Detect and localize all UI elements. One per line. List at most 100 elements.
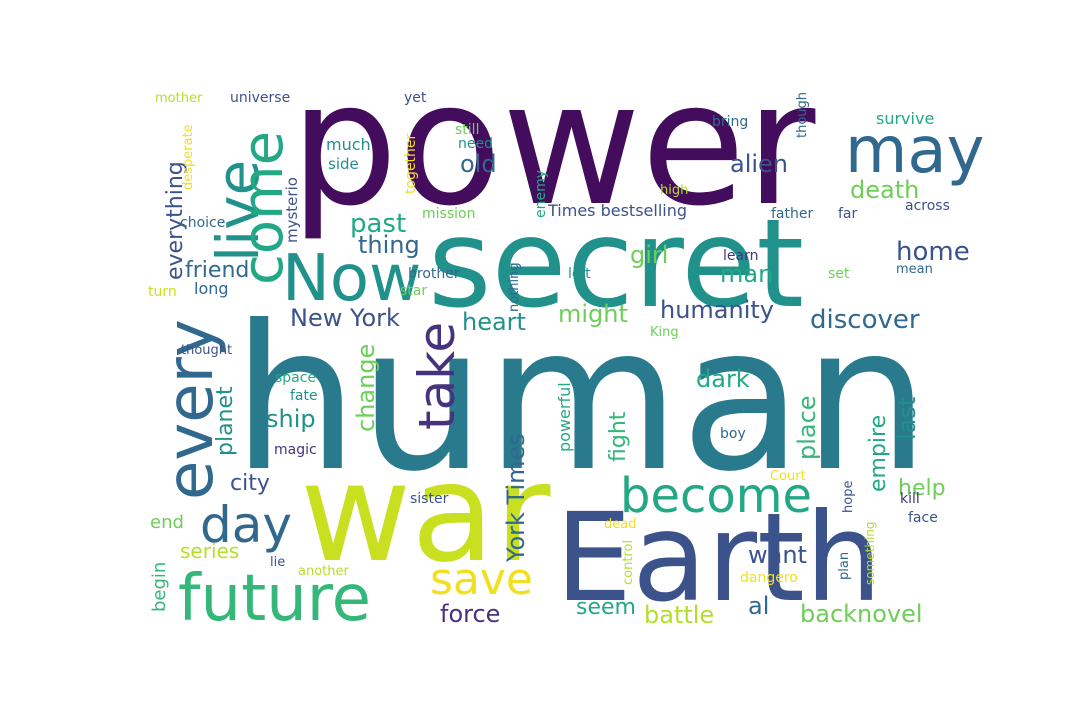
word-high: high: [660, 183, 688, 198]
word-dangero: dangero: [740, 570, 798, 586]
word-girl: girl: [630, 241, 668, 269]
word-mother: mother: [155, 91, 203, 106]
word-death: death: [850, 176, 919, 204]
word-ship: ship: [266, 405, 316, 433]
word-city: city: [230, 471, 270, 496]
word-new-york: New York: [290, 304, 400, 332]
word-powerful: powerful: [555, 382, 574, 452]
word-alien: alien: [730, 150, 788, 178]
word-plan: plan: [837, 552, 852, 580]
word-brother: brother: [408, 266, 460, 282]
word-times-bestselling: Times bestselling: [547, 201, 687, 220]
word-might: might: [558, 300, 628, 328]
word-backnovel: backnovel: [800, 600, 923, 628]
word-side: side: [328, 155, 359, 173]
word-day: day: [200, 496, 292, 554]
word-far: far: [838, 206, 858, 222]
word-earth: Earth: [555, 487, 882, 629]
word-end: end: [150, 512, 184, 533]
word-kill: kill: [900, 491, 920, 507]
word-need: need: [458, 136, 493, 152]
word-mysterio: mysterio: [283, 177, 301, 243]
word-survive: survive: [876, 109, 934, 128]
word-across: across: [905, 198, 950, 214]
word-boy: boy: [720, 426, 746, 442]
word-take: take: [408, 322, 466, 430]
word-help: help: [898, 476, 946, 501]
word-face: face: [908, 510, 938, 526]
word-planet: planet: [213, 386, 238, 456]
word-sister: sister: [410, 491, 449, 507]
word-place: place: [793, 395, 821, 460]
word-set: set: [828, 266, 850, 282]
word-star: star: [400, 283, 427, 299]
word-enemy: enemy: [533, 170, 549, 218]
word-thought: thought: [181, 343, 232, 358]
word-court: Court: [770, 469, 806, 484]
word-choice: choice: [180, 215, 225, 231]
word-come: come: [231, 131, 296, 285]
word-past: past: [350, 209, 406, 239]
word-much: much: [326, 135, 371, 154]
word-force: force: [440, 600, 500, 628]
word-empire: empire: [866, 415, 891, 492]
word-father: father: [771, 206, 813, 222]
word-seem: seem: [576, 595, 636, 620]
word-discover: discover: [810, 305, 920, 335]
word-left: left: [568, 266, 591, 282]
word-war: war: [300, 435, 551, 593]
word-desperate: desperate: [181, 124, 196, 190]
word-now: Now: [282, 242, 421, 316]
word-become: become: [620, 468, 812, 524]
word-dead: dead: [604, 517, 636, 532]
word-king: King: [650, 325, 679, 340]
word-everything: everything: [163, 161, 188, 280]
word-humanity: humanity: [660, 296, 774, 324]
word-thing: thing: [358, 231, 420, 259]
word-mission: mission: [422, 206, 475, 222]
word-begin: begin: [149, 562, 170, 612]
word-live: live: [204, 160, 272, 262]
word-old: old: [460, 150, 497, 178]
word-nothing: nothing: [507, 262, 522, 312]
word-hope: hope: [841, 481, 856, 513]
word-turn: turn: [148, 284, 177, 300]
word-want: want: [748, 541, 807, 569]
word-save: save: [430, 554, 533, 605]
word-fate: fate: [290, 388, 318, 404]
word-battle: battle: [644, 601, 714, 629]
word-lie: lie: [270, 555, 285, 570]
word-power: power: [290, 46, 816, 244]
word-york-times: York Times: [502, 433, 530, 563]
word-every: every: [154, 319, 228, 500]
word-man: man: [720, 260, 773, 288]
word-bring: bring: [712, 114, 748, 130]
word-magic: magic: [274, 442, 317, 458]
word-learn: learn: [723, 248, 758, 264]
word-friend: friend: [185, 258, 249, 283]
word-may: may: [845, 114, 984, 188]
word-space: space: [275, 370, 316, 386]
word-something: something: [863, 521, 877, 585]
word-al: al: [748, 592, 769, 620]
word-though: though: [795, 92, 810, 138]
word-secret: secret: [428, 193, 804, 335]
word-long: long: [194, 279, 229, 298]
word-control: control: [621, 540, 636, 585]
word-still: still: [455, 122, 479, 138]
word-yet: yet: [404, 90, 427, 106]
word-change: change: [352, 344, 380, 432]
word-dark: dark: [696, 365, 750, 393]
word-mean: mean: [896, 262, 933, 277]
word-together: together: [403, 133, 419, 194]
word-last: last: [893, 397, 921, 440]
word-series: series: [180, 539, 239, 563]
word-human: human: [232, 283, 930, 516]
word-home: home: [896, 237, 970, 267]
word-heart: heart: [462, 308, 526, 336]
word-universe: universe: [230, 90, 290, 106]
word-fight: fight: [606, 411, 631, 462]
word-another: another: [298, 564, 349, 579]
